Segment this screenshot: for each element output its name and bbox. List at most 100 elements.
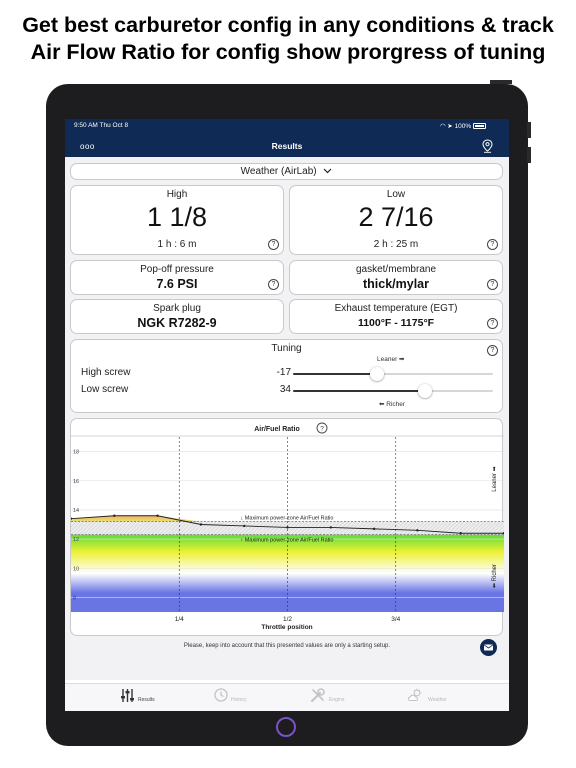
tools-icon xyxy=(310,688,325,703)
high-screw-label: High screw xyxy=(81,367,131,378)
afr-data-point xyxy=(113,514,116,517)
high-card: High 1 1/8 1 h : 6 m ? xyxy=(70,185,284,255)
popoff-value: 7.6 PSI xyxy=(156,277,198,291)
results-content: Weather (AirLab) High 1 1/8 1 h : 6 m ? … xyxy=(65,157,509,680)
weather-source-label: Weather (AirLab) xyxy=(240,166,317,177)
top-button xyxy=(490,80,512,84)
y-tick-label: 16 xyxy=(73,479,79,485)
high-screw-slider-fill xyxy=(293,373,377,375)
gasket-card: gasket/membrane thick/mylar ? xyxy=(289,260,503,295)
tab-weather-label: Weather xyxy=(428,697,447,703)
x-tick-label: 1/2 xyxy=(283,616,292,623)
leaner-axis-label: Leaner ➡ xyxy=(492,466,498,491)
marketing-headline: Get best carburetor config in any condit… xyxy=(0,12,576,66)
battery-icon xyxy=(473,123,486,130)
low-screw-value: 34 xyxy=(279,384,291,395)
max-power-label-bottom: ↑ Maximum power-zone Air/Fuel Ratio xyxy=(241,538,334,544)
afr-data-point xyxy=(286,526,289,529)
app-screen: 9:50 AM Thu Oct 8 ◠ ➤ 100% ooo Results W… xyxy=(65,119,509,711)
afr-data-point xyxy=(459,532,462,535)
help-icon[interactable]: ? xyxy=(487,239,498,250)
high-title: High xyxy=(166,189,188,200)
weather-source-dropdown[interactable]: Weather (AirLab) xyxy=(70,163,503,180)
low-screw-slider[interactable] xyxy=(293,384,493,398)
air-fuel-ratio-chart-card: Air/Fuel Ratio ? 8 10 12 14 16 18 1/4 1/2 3/4 ↓ M… xyxy=(69,418,506,636)
clock-icon xyxy=(214,688,228,702)
location-pin-icon[interactable] xyxy=(482,139,493,153)
y-tick-label: 8 xyxy=(73,595,76,601)
tuning-card: Tuning ? Leaner ➡ High screw -17 Low scr… xyxy=(70,339,503,413)
afr-data-point xyxy=(156,514,159,517)
y-tick-label: 10 xyxy=(73,566,79,572)
chart-plot-area: 8 10 12 14 16 18 1/4 1/2 3/4 ↓ Maximum power-zone… xyxy=(69,437,506,631)
weather-icon xyxy=(407,688,422,702)
home-button[interactable] xyxy=(276,717,296,737)
max-power-label-top: ↓ Maximum power-zone Air/Fuel Ratio xyxy=(241,516,334,522)
help-icon[interactable]: ? xyxy=(268,279,279,290)
low-card: Low 2 7/16 2 h : 25 m ? xyxy=(289,185,503,255)
tab-engine-label: Engine xyxy=(329,697,345,703)
high-screw-slider[interactable] xyxy=(293,367,493,381)
tab-engine[interactable]: Engine xyxy=(310,688,370,708)
low-screw-slider-fill xyxy=(293,390,425,392)
high-screw-slider-thumb[interactable] xyxy=(370,367,384,381)
tab-weather[interactable]: Weather xyxy=(407,688,467,708)
status-time: 9:50 AM Thu Oct 8 xyxy=(74,122,129,129)
air-fuel-ratio-chart: Air/Fuel Ratio ? 8 10 12 14 16 18 1/4 1/2 3/4 ↓ M… xyxy=(69,422,506,631)
svg-text:?: ? xyxy=(320,426,324,433)
chevron-down-icon xyxy=(323,164,332,179)
tab-results[interactable]: Results xyxy=(121,688,181,708)
help-icon[interactable]: ? xyxy=(316,422,328,434)
afr-data-point xyxy=(329,526,332,529)
tab-history-label: History xyxy=(231,697,247,703)
spark-plug-card: Spark plug NGK R7282-9 xyxy=(70,299,284,334)
wifi-icon: ◠ xyxy=(439,123,446,130)
help-icon[interactable]: ? xyxy=(487,345,498,356)
gasket-title: gasket/membrane xyxy=(355,264,437,275)
gasket-value: thick/mylar xyxy=(362,277,429,291)
spark-plug-title: Spark plug xyxy=(153,303,201,314)
headline-line-2: Air Flow Ratio for config show prorgress… xyxy=(30,40,546,64)
y-tick-label: 18 xyxy=(73,450,79,456)
mail-button[interactable] xyxy=(480,639,497,656)
low-screw-label: Low screw xyxy=(81,384,129,395)
tab-bar: Results History Engine Weather xyxy=(65,683,509,711)
richer-axis-label: ⬅ Richer xyxy=(492,564,498,588)
location-arrow-icon: ➤ xyxy=(447,123,453,130)
x-tick-label: 1/4 xyxy=(175,616,184,623)
leaner-hint: Leaner ➡ xyxy=(377,356,405,363)
help-icon[interactable]: ? xyxy=(487,279,498,290)
chart-title: Air/Fuel Ratio xyxy=(254,426,300,433)
help-icon[interactable]: ? xyxy=(268,239,279,250)
afr-data-point xyxy=(416,529,419,532)
more-menu-button[interactable]: ooo xyxy=(80,142,95,151)
tab-history[interactable]: History xyxy=(214,688,274,708)
headline-line-1: Get best carburetor config in any condit… xyxy=(22,13,554,37)
spark-plug-value: NGK R7282-9 xyxy=(137,316,217,330)
volume-down-button xyxy=(527,147,531,163)
afr-data-point xyxy=(69,517,73,520)
low-time: 2 h : 25 m xyxy=(373,239,419,250)
sliders-icon xyxy=(121,689,134,702)
y-tick-label: 14 xyxy=(73,508,79,514)
volume-up-button xyxy=(527,122,531,138)
afr-data-point xyxy=(199,523,203,526)
y-tick-label: 12 xyxy=(73,537,79,543)
status-indicators: ◠ ➤ 100% xyxy=(440,122,486,130)
richer-hint: ⬅ Richer xyxy=(379,401,406,408)
high-time: 1 h : 6 m xyxy=(157,239,197,250)
x-tick-label: 3/4 xyxy=(391,616,400,623)
egt-title: Exhaust temperature (EGT) xyxy=(334,303,458,314)
x-axis-label: Throttle position xyxy=(261,624,312,631)
status-and-nav-bar: 9:50 AM Thu Oct 8 ◠ ➤ 100% ooo Results xyxy=(65,119,509,157)
high-value: 1 1/8 xyxy=(146,202,208,232)
low-value: 2 7/16 xyxy=(358,202,434,232)
high-screw-value: -17 xyxy=(276,367,291,378)
egt-card: Exhaust temperature (EGT) 1100°F - 1175°… xyxy=(289,299,503,334)
help-icon[interactable]: ? xyxy=(487,318,498,329)
afr-data-point xyxy=(372,527,376,531)
popoff-card: Pop-off pressure 7.6 PSI ? xyxy=(70,260,284,295)
battery-percent: 100% xyxy=(454,123,472,130)
egt-value: 1100°F - 1175°F xyxy=(357,317,435,329)
low-screw-slider-thumb[interactable] xyxy=(418,384,432,398)
